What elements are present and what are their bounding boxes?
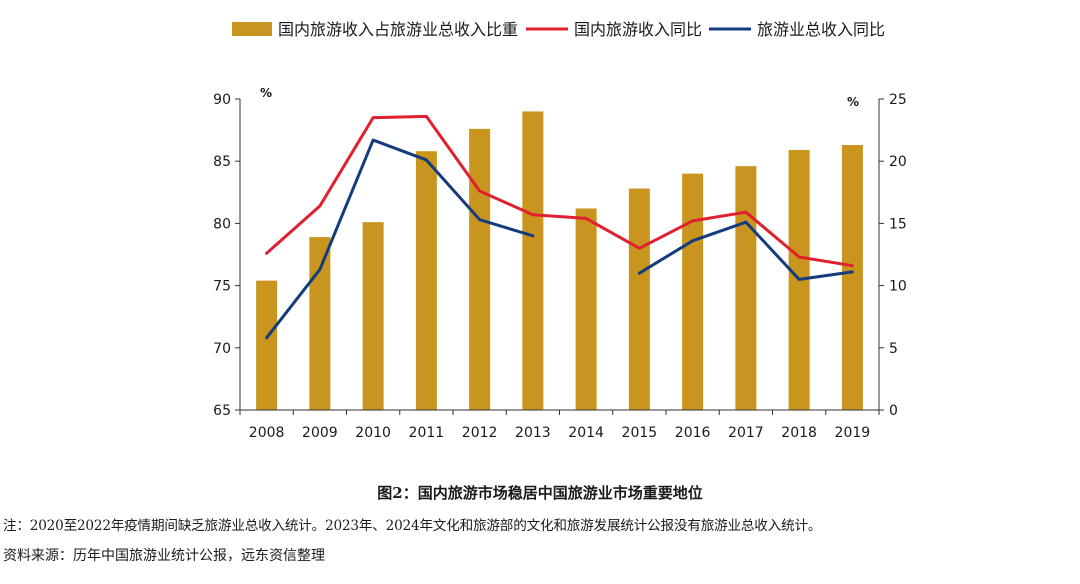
- x-tick-label: 2012: [462, 425, 498, 441]
- source-note: 资料来源：历年中国旅游业统计公报，远东资信整理: [3, 548, 325, 564]
- x-tick-label: 2009: [302, 425, 338, 441]
- right-tick-label: 10: [889, 279, 907, 295]
- x-tick-label: 2010: [355, 425, 391, 441]
- left-tick-label: 65: [213, 403, 231, 419]
- x-tick-label: 2017: [728, 425, 764, 441]
- bar-2013: [522, 111, 544, 410]
- x-tick-label: 2014: [568, 425, 604, 441]
- line-domestic-revenue-yoy-segment-0: [265, 114, 854, 268]
- bar-2014: [575, 208, 597, 410]
- bar-2019: [841, 145, 863, 410]
- combo-chart: 国内旅游收入占旅游业总收入比重 国内旅游收入同比 旅游业总收入同比 65 70 75 80…: [213, 20, 907, 441]
- right-tick-label: 25: [889, 92, 907, 108]
- figure-caption: 图2：国内旅游市场稳居中国旅游业市场重要地位: [377, 484, 703, 502]
- x-tick-label: 2008: [249, 425, 285, 441]
- left-tick-label: 90: [213, 92, 231, 108]
- legend-label-line-red: 国内旅游收入同比: [574, 20, 702, 39]
- right-tick-label: 0: [889, 403, 898, 419]
- x-tick-label: 2015: [622, 425, 658, 441]
- axes: 65 70 75 80 85 90 0 5 10 15 20 25 2008 2009 2010 2011 20…: [213, 86, 907, 441]
- x-tick-label: 2018: [781, 425, 817, 441]
- bar-2017: [735, 166, 757, 410]
- line-total-revenue-yoy-segment-1: [637, 220, 854, 281]
- legend-swatch-bar: [232, 22, 272, 36]
- x-tick-label: 2013: [515, 425, 551, 441]
- bar-2009: [309, 237, 331, 410]
- left-tick-label: 75: [213, 279, 231, 295]
- line-series: [265, 114, 854, 340]
- left-tick-label: 70: [213, 341, 231, 357]
- left-tick-label: 80: [213, 216, 231, 232]
- right-unit-label: %: [847, 95, 859, 109]
- bar-2016: [682, 173, 704, 410]
- left-tick-label: 85: [213, 154, 231, 170]
- line-total-revenue-yoy-segment-0: [265, 138, 535, 340]
- bar-2015: [628, 188, 650, 410]
- legend-label-line-blue: 旅游业总收入同比: [757, 20, 885, 39]
- x-tick-label: 2016: [675, 425, 711, 441]
- legend-label-bar: 国内旅游收入占旅游业总收入比重: [278, 20, 518, 39]
- legend: 国内旅游收入占旅游业总收入比重 国内旅游收入同比 旅游业总收入同比: [232, 20, 885, 39]
- footnote: 注：2020至2022年疫情期间缺乏旅游业总收入统计。2023年、2024年文化…: [3, 518, 822, 534]
- bar-2012: [469, 128, 491, 410]
- x-tick-label: 2019: [835, 425, 871, 441]
- left-unit-label: %: [260, 86, 272, 100]
- right-tick-label: 20: [889, 154, 907, 170]
- right-tick-label: 15: [889, 216, 907, 232]
- bar-2011: [415, 151, 437, 411]
- bar-2010: [362, 222, 384, 410]
- bar-2008: [256, 280, 278, 410]
- right-tick-label: 5: [889, 341, 898, 357]
- bar-series: [256, 111, 863, 411]
- x-tick-label: 2011: [409, 425, 445, 441]
